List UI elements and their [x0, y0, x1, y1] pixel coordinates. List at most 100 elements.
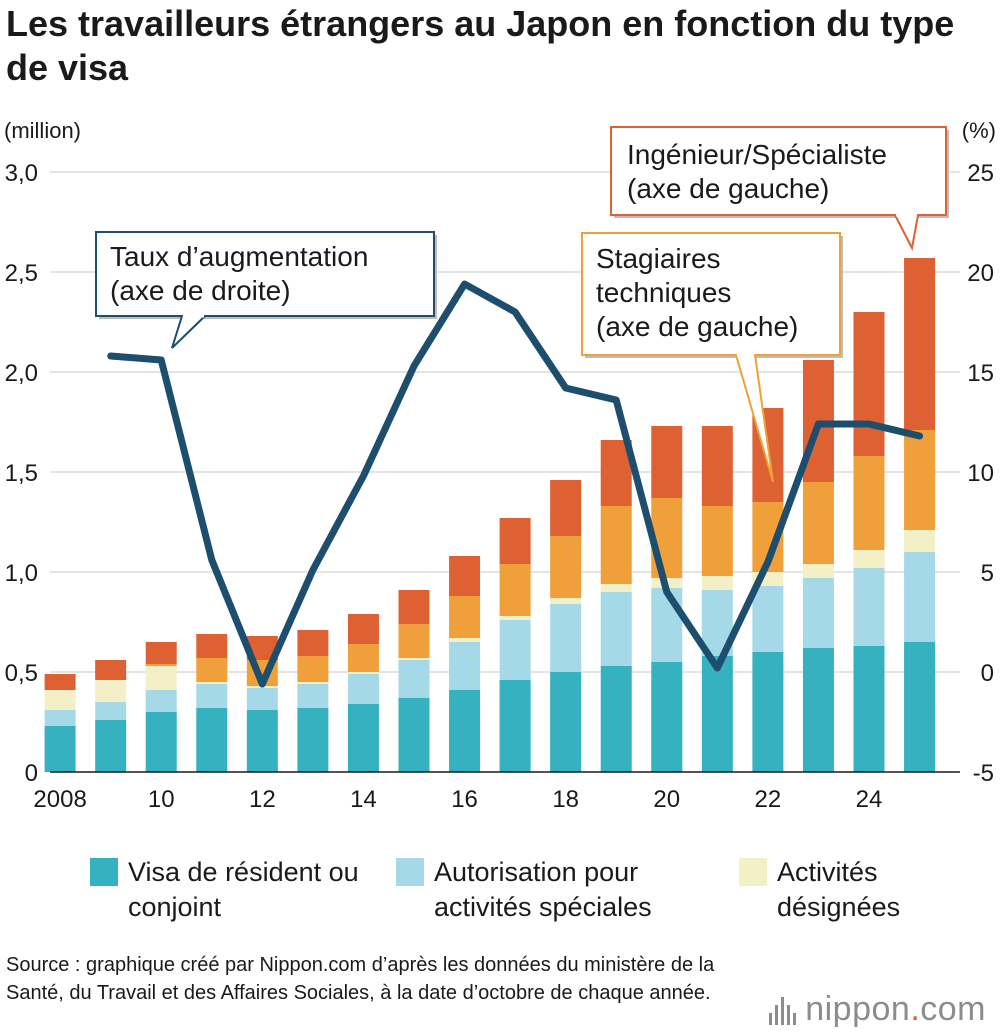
bar-segment — [651, 588, 683, 662]
bar-segment — [550, 598, 582, 604]
bar-segment — [701, 656, 733, 772]
left-tick-label: 2,0 — [5, 360, 38, 387]
bar-segment — [347, 674, 379, 704]
left-tick-label: 0,5 — [5, 660, 38, 687]
bar-segment — [44, 726, 76, 772]
callout-trainees-text: Stagiaires — [596, 243, 721, 274]
bar-segment — [499, 616, 531, 620]
bar-segment — [347, 672, 379, 674]
bar-segment — [145, 664, 177, 666]
callout-engineers-box — [610, 126, 947, 216]
left-tick-label: 1,0 — [5, 560, 38, 587]
bar-segment — [145, 642, 177, 664]
x-tick-label: 12 — [249, 786, 276, 813]
bar-segment — [347, 704, 379, 772]
brand-logo: nippon. com — [769, 990, 986, 1029]
bar-segment — [802, 482, 834, 564]
callout-trainees-text: techniques — [596, 277, 731, 308]
bar-segment — [499, 620, 531, 680]
bar-segment — [853, 550, 885, 568]
brand-dot: . — [910, 990, 921, 1028]
bar-segment — [550, 536, 582, 598]
brand-suffix: com — [920, 990, 986, 1028]
bar-segment — [196, 684, 228, 708]
bar-segment — [904, 552, 936, 642]
callout-growth-rate-text: Taux d’augmentation — [110, 241, 368, 272]
legend-swatch-designated — [739, 858, 767, 886]
right-tick-label: 15 — [967, 360, 994, 387]
legend-item-designated: Activités désignées — [739, 855, 957, 925]
legend-label-special: Autorisation pour activités spéciales — [434, 857, 652, 922]
bar-segment — [145, 666, 177, 690]
bar-segment — [196, 708, 228, 772]
bar-segment — [95, 702, 127, 720]
bar-segment — [853, 568, 885, 646]
left-tick-label: 3,0 — [5, 160, 38, 187]
right-tick-label: -5 — [973, 760, 994, 787]
bar-segment — [246, 710, 278, 772]
left-tick-label: 2,5 — [5, 260, 38, 287]
bars — [44, 258, 936, 772]
bar-segment — [752, 586, 784, 652]
callout-engineers-text: (axe de gauche) — [627, 173, 829, 204]
bar-segment — [145, 690, 177, 712]
callout-trainees-pointer — [735, 354, 774, 483]
bar-segment — [499, 518, 531, 564]
left-axis-unit: (million) — [4, 118, 81, 143]
bar-segment — [297, 630, 329, 656]
right-tick-label: 5 — [981, 560, 994, 587]
bar-segment — [297, 656, 329, 682]
chart-title: Les travailleurs étrangers au Japon en f… — [6, 3, 955, 88]
callout-growth-rate-text: (axe de droite) — [110, 275, 291, 306]
left-tick-label: 0 — [25, 760, 38, 787]
bar-segment — [550, 604, 582, 672]
x-tick-label: 20 — [653, 786, 680, 813]
bar-segment — [196, 682, 228, 684]
bar-segment — [651, 426, 683, 498]
right-tick-label: 10 — [967, 460, 994, 487]
bar-segment — [297, 684, 329, 708]
bar-segment — [449, 556, 481, 596]
bar-segment — [449, 690, 481, 772]
bar-segment — [449, 596, 481, 638]
bar-segment — [802, 648, 834, 772]
left-tick-label: 1,5 — [5, 460, 38, 487]
bar-segment — [701, 506, 733, 576]
bar-segment — [398, 660, 430, 698]
bar-segment — [95, 660, 127, 680]
bar-segment — [853, 456, 885, 550]
callout-engineers-pointer — [894, 214, 919, 252]
callout-engineers: Ingénieur/Spécialiste(axe de gauche) — [610, 126, 949, 252]
bar-segment — [196, 658, 228, 682]
callout-trainees-box — [581, 232, 841, 356]
callout-growth-rate-box — [95, 231, 435, 317]
bar-segment — [398, 658, 430, 660]
legend-swatch-special — [396, 858, 424, 886]
bar-segment — [701, 426, 733, 506]
bar-segment — [398, 590, 430, 624]
bar-segment — [600, 506, 632, 584]
bar-segment — [853, 312, 885, 456]
legend-item-special: Autorisation pour activités spéciales — [396, 855, 714, 925]
callout-growth-rate: Taux d’augmentation(axe de droite) — [95, 231, 437, 349]
callouts: Taux d’augmentation(axe de droite) Stagia… — [95, 126, 949, 483]
bar-segment — [752, 652, 784, 772]
x-tick-label: 14 — [350, 786, 377, 813]
x-tick-label: 10 — [148, 786, 175, 813]
brand-bars-icon — [769, 995, 799, 1025]
bar-segment — [499, 564, 531, 616]
source-note: Source : graphique créé par Nippon.com d… — [6, 954, 715, 1004]
growth-line — [107, 280, 924, 688]
bar-segment — [398, 698, 430, 772]
x-tick-label: 2008 — [33, 786, 86, 813]
bar-segment — [550, 480, 582, 536]
bar-segment — [701, 576, 733, 590]
right-tick-label: 20 — [967, 260, 994, 287]
bar-segment — [297, 682, 329, 684]
x-tick-label: 24 — [856, 786, 883, 813]
bar-segment — [449, 642, 481, 690]
callout-engineers-text: Ingénieur/Spécialiste — [627, 139, 887, 170]
bar-segment — [347, 614, 379, 644]
x-tick-label: 18 — [552, 786, 579, 813]
